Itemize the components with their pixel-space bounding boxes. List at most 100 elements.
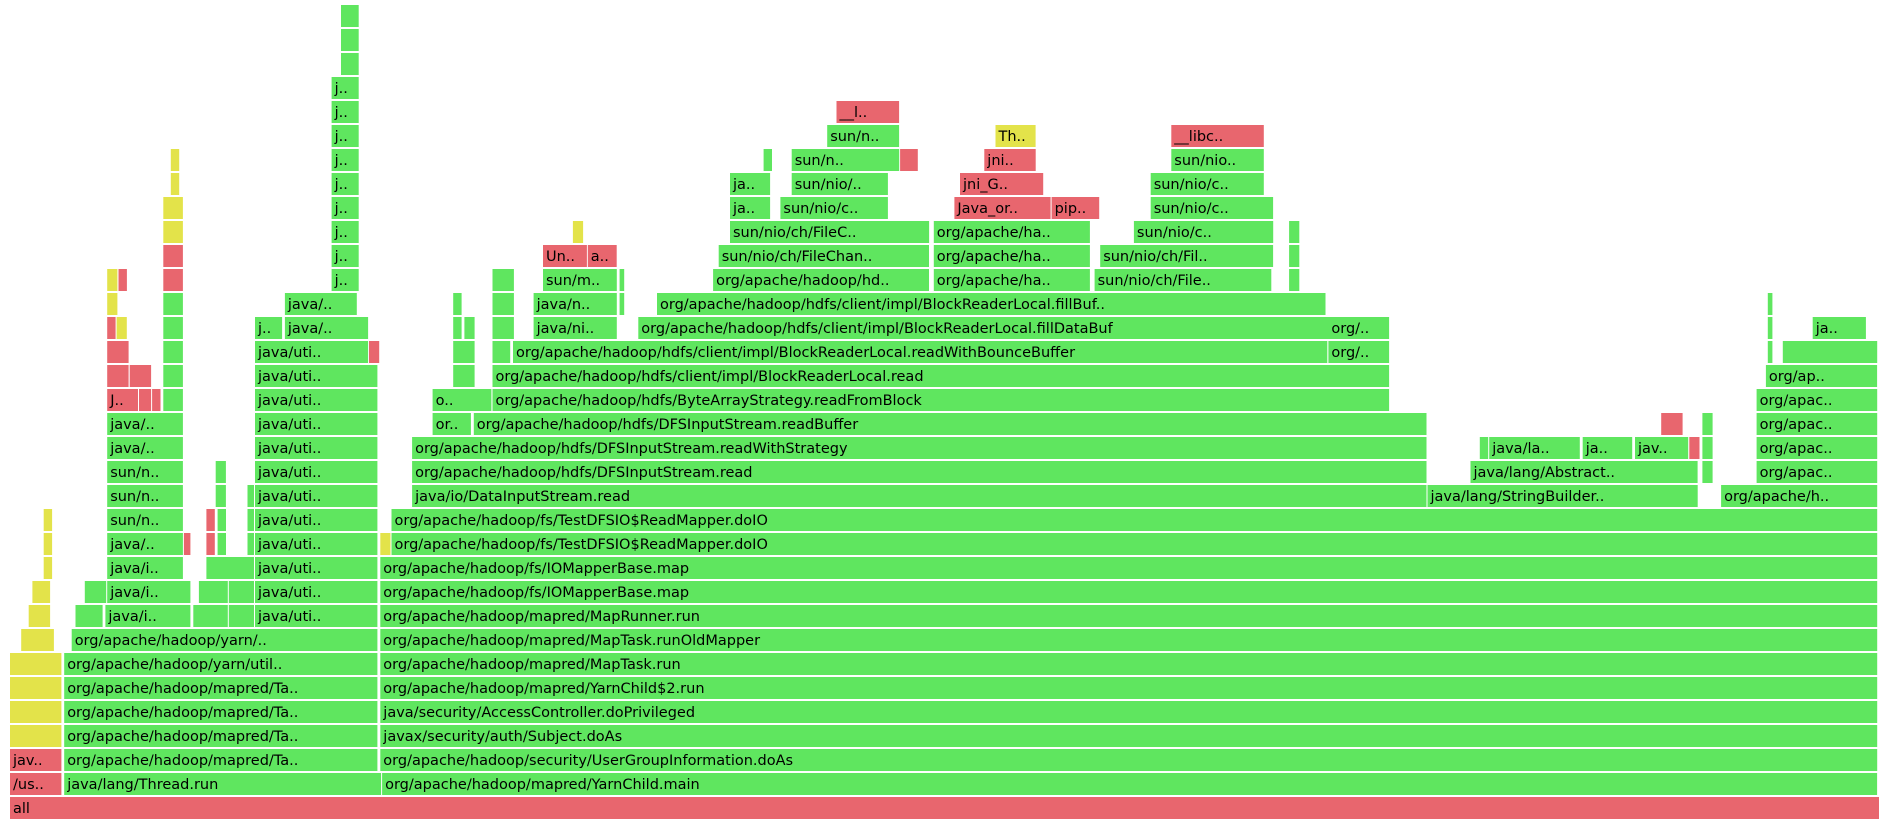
frame-bar[interactable] — [1767, 293, 1773, 315]
frame-bar[interactable] — [118, 269, 127, 291]
flame-frame[interactable] — [453, 317, 462, 339]
flame-frame[interactable]: j.. — [331, 101, 359, 123]
frame-bar[interactable] — [827, 125, 900, 147]
frame-bar[interactable] — [382, 773, 1878, 795]
frame-bar[interactable] — [107, 533, 183, 555]
frame-bar[interactable] — [247, 509, 255, 531]
flame-frame[interactable] — [84, 581, 107, 603]
flame-frame[interactable]: jav.. — [10, 749, 62, 771]
flame-frame[interactable]: java/uti.. — [255, 413, 378, 435]
frame-bar[interactable] — [215, 485, 226, 507]
flame-frame[interactable]: java/n.. — [533, 293, 617, 315]
frame-bar[interactable] — [255, 413, 378, 435]
frame-bar[interactable] — [107, 557, 183, 579]
flame-frame[interactable]: sun/nio/ch/FileC.. — [730, 221, 930, 243]
frame-bar[interactable] — [206, 509, 215, 531]
frame-bar[interactable] — [1051, 197, 1100, 219]
flame-frame[interactable] — [341, 5, 359, 27]
frame-bar[interactable] — [105, 605, 191, 627]
flame-frame[interactable] — [215, 485, 226, 507]
flame-frame[interactable]: pip.. — [1051, 197, 1100, 219]
frame-bar[interactable] — [107, 389, 138, 411]
flame-frame[interactable]: java/uti.. — [255, 365, 378, 387]
flame-frame[interactable]: sun/n.. — [107, 461, 183, 483]
frame-bar[interactable] — [1721, 485, 1878, 507]
flame-frame[interactable] — [170, 149, 180, 171]
flame-frame[interactable]: org/apache/hadoop/fs/TestDFSIO$ReadMappe… — [391, 533, 1878, 555]
frame-bar[interactable] — [1489, 437, 1580, 459]
frame-bar[interactable] — [331, 173, 359, 195]
frame-bar[interactable] — [412, 461, 1427, 483]
frame-bar[interactable] — [1765, 365, 1878, 387]
flame-frame[interactable]: java/lang/Abstract.. — [1470, 461, 1698, 483]
frame-bar[interactable] — [107, 413, 183, 435]
flame-frame[interactable]: org/apache/hadoop/hdfs/client/impl/Block… — [638, 317, 1330, 339]
frame-bar[interactable] — [331, 101, 359, 123]
frame-bar[interactable] — [198, 581, 228, 603]
flame-frame[interactable] — [619, 293, 625, 315]
frame-bar[interactable] — [107, 461, 183, 483]
flame-frame[interactable] — [217, 509, 226, 531]
frame-bar[interactable] — [10, 749, 62, 771]
frame-bar[interactable] — [170, 173, 180, 195]
flame-frame[interactable]: sun/nio/c.. — [1150, 197, 1274, 219]
flame-frame[interactable]: org/.. — [1328, 341, 1390, 363]
flame-frame[interactable] — [1702, 437, 1713, 459]
frame-bar[interactable] — [247, 533, 255, 555]
flame-frame[interactable]: j.. — [255, 317, 283, 339]
flame-frame[interactable]: java/la.. — [1489, 437, 1580, 459]
frame-bar[interactable] — [1702, 461, 1713, 483]
frame-bar[interactable] — [255, 365, 378, 387]
frame-bar[interactable] — [284, 317, 369, 339]
flame-frame[interactable] — [107, 341, 129, 363]
frame-bar[interactable] — [713, 269, 929, 291]
flame-frame[interactable] — [206, 533, 215, 555]
frame-bar[interactable] — [64, 677, 378, 699]
frame-bar[interactable] — [380, 557, 1878, 579]
flame-frame[interactable] — [163, 221, 183, 243]
flame-frame[interactable] — [43, 557, 53, 579]
frame-bar[interactable] — [730, 173, 771, 195]
frame-bar[interactable] — [763, 149, 772, 171]
frame-bar[interactable] — [163, 197, 183, 219]
flame-frame[interactable]: org/apache/hadoop/mapred/Ta.. — [64, 701, 378, 723]
flame-frame[interactable]: javax/security/auth/Subject.doAs — [380, 725, 1878, 747]
flame-frame[interactable]: org/apache/ha.. — [933, 245, 1090, 267]
frame-bar[interactable] — [730, 221, 930, 243]
frame-bar[interactable] — [995, 125, 1036, 147]
frame-bar[interactable] — [1812, 317, 1866, 339]
flame-frame[interactable]: sun/m.. — [543, 269, 617, 291]
frame-bar[interactable] — [71, 629, 378, 651]
flame-frame[interactable] — [193, 605, 228, 627]
frame-bar[interactable] — [572, 221, 584, 243]
flame-frame[interactable]: org/apache/hadoop/mapred/Ta.. — [64, 725, 378, 747]
frame-bar[interactable] — [163, 341, 183, 363]
flame-frame[interactable]: java/.. — [107, 413, 183, 435]
frame-bar[interactable] — [1427, 485, 1698, 507]
frame-bar[interactable] — [32, 581, 51, 603]
flame-frame[interactable]: sun/n.. — [107, 485, 183, 507]
flame-frame[interactable] — [183, 533, 191, 555]
frame-bar[interactable] — [107, 581, 191, 603]
flame-frame[interactable]: sun/nio.. — [1171, 149, 1264, 171]
flame-frame[interactable]: jni_G.. — [960, 173, 1044, 195]
frame-bar[interactable] — [163, 389, 183, 411]
frame-bar[interactable] — [933, 245, 1090, 267]
frame-bar[interactable] — [228, 605, 254, 627]
flame-frame[interactable] — [206, 557, 254, 579]
frame-bar[interactable] — [107, 317, 116, 339]
frame-bar[interactable] — [152, 389, 161, 411]
frame-bar[interactable] — [163, 317, 183, 339]
frame-bar[interactable] — [107, 365, 129, 387]
frame-bar[interactable] — [255, 533, 378, 555]
frame-bar[interactable] — [21, 629, 54, 651]
frame-bar[interactable] — [369, 341, 380, 363]
frame-bar[interactable] — [193, 605, 228, 627]
flame-frame[interactable] — [163, 365, 183, 387]
flame-frame[interactable]: j.. — [331, 197, 359, 219]
flame-frame[interactable] — [247, 485, 255, 507]
flame-frame[interactable] — [163, 197, 183, 219]
flame-frame[interactable] — [453, 341, 475, 363]
flame-frame[interactable] — [492, 317, 514, 339]
frame-bar[interactable] — [391, 509, 1878, 531]
